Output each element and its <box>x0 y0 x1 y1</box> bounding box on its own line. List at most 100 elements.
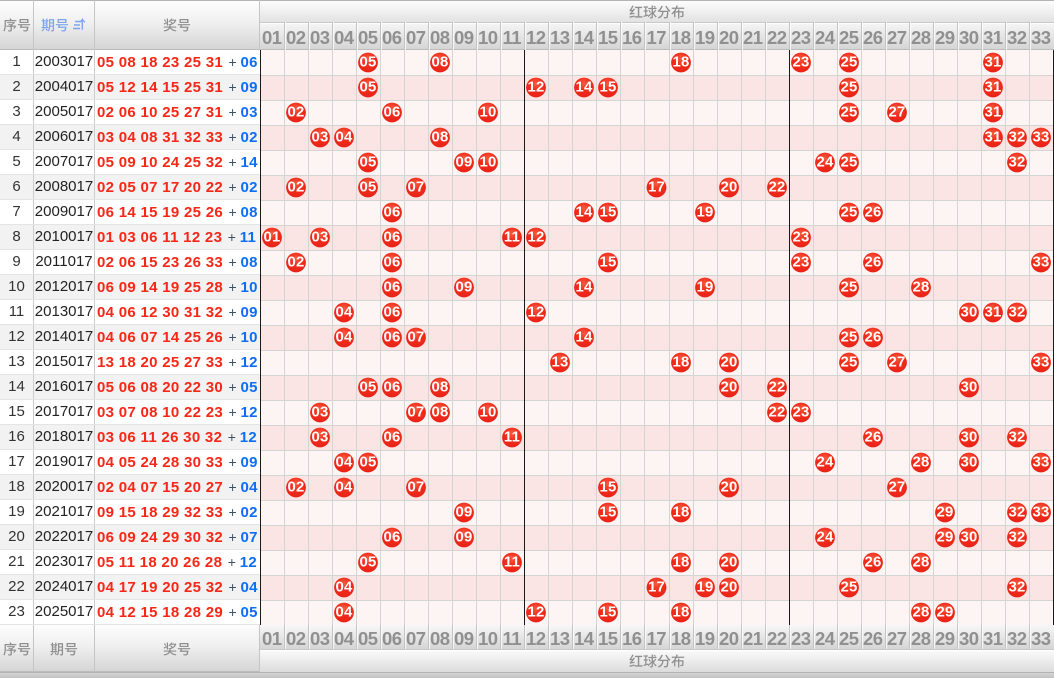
svg-text:05: 05 <box>360 180 377 196</box>
svg-text:19: 19 <box>697 205 714 221</box>
svg-text:08: 08 <box>432 55 449 71</box>
svg-text:32: 32 <box>1009 305 1026 321</box>
svg-text:02: 02 <box>288 255 305 271</box>
svg-text:22: 22 <box>769 380 786 396</box>
svg-text:04: 04 <box>336 330 353 346</box>
svg-text:25: 25 <box>841 105 858 121</box>
svg-text:29: 29 <box>937 605 954 621</box>
svg-text:07: 07 <box>408 480 425 496</box>
svg-text:31: 31 <box>985 130 1002 146</box>
svg-text:30: 30 <box>961 305 978 321</box>
svg-text:23: 23 <box>793 405 810 421</box>
svg-text:23: 23 <box>793 255 810 271</box>
svg-text:20: 20 <box>721 480 738 496</box>
svg-text:05: 05 <box>360 155 377 171</box>
svg-text:22: 22 <box>769 405 786 421</box>
svg-text:12: 12 <box>528 605 545 621</box>
svg-text:05: 05 <box>360 55 377 71</box>
svg-text:08: 08 <box>432 380 449 396</box>
svg-text:09: 09 <box>456 505 473 521</box>
svg-text:10: 10 <box>480 105 497 121</box>
svg-text:17: 17 <box>648 180 665 196</box>
svg-text:30: 30 <box>961 380 978 396</box>
svg-text:25: 25 <box>841 355 858 371</box>
svg-text:06: 06 <box>384 330 401 346</box>
svg-text:31: 31 <box>985 55 1002 71</box>
svg-text:25: 25 <box>841 155 858 171</box>
svg-text:18: 18 <box>673 355 690 371</box>
svg-text:04: 04 <box>336 605 353 621</box>
svg-text:29: 29 <box>937 505 954 521</box>
svg-text:29: 29 <box>937 530 954 546</box>
svg-text:25: 25 <box>841 205 858 221</box>
svg-text:25: 25 <box>841 280 858 296</box>
svg-text:02: 02 <box>288 105 305 121</box>
svg-text:20: 20 <box>721 180 738 196</box>
svg-text:08: 08 <box>432 130 449 146</box>
svg-text:23: 23 <box>793 55 810 71</box>
svg-text:03: 03 <box>312 430 329 446</box>
svg-text:04: 04 <box>336 480 353 496</box>
svg-text:19: 19 <box>697 280 714 296</box>
svg-text:32: 32 <box>1009 530 1026 546</box>
svg-text:24: 24 <box>817 155 834 171</box>
svg-text:22: 22 <box>769 180 786 196</box>
svg-text:05: 05 <box>360 80 377 96</box>
svg-text:18: 18 <box>673 505 690 521</box>
svg-text:33: 33 <box>1033 355 1050 371</box>
svg-text:27: 27 <box>889 355 906 371</box>
svg-text:26: 26 <box>865 205 882 221</box>
svg-text:30: 30 <box>961 430 978 446</box>
svg-text:07: 07 <box>408 180 425 196</box>
svg-text:25: 25 <box>841 55 858 71</box>
svg-text:31: 31 <box>985 80 1002 96</box>
svg-text:32: 32 <box>1009 430 1026 446</box>
svg-text:25: 25 <box>841 330 858 346</box>
svg-text:14: 14 <box>576 205 593 221</box>
svg-text:05: 05 <box>360 555 377 571</box>
svg-text:06: 06 <box>384 280 401 296</box>
svg-text:15: 15 <box>600 255 617 271</box>
svg-text:15: 15 <box>600 80 617 96</box>
svg-text:06: 06 <box>384 205 401 221</box>
svg-text:20: 20 <box>721 580 738 596</box>
svg-text:04: 04 <box>336 455 353 471</box>
svg-text:24: 24 <box>817 530 834 546</box>
svg-text:10: 10 <box>480 405 497 421</box>
svg-text:06: 06 <box>384 305 401 321</box>
svg-text:33: 33 <box>1033 255 1050 271</box>
svg-text:09: 09 <box>456 155 473 171</box>
svg-text:28: 28 <box>913 555 930 571</box>
svg-text:12: 12 <box>528 80 545 96</box>
svg-text:03: 03 <box>312 405 329 421</box>
svg-text:12: 12 <box>528 230 545 246</box>
svg-text:12: 12 <box>528 305 545 321</box>
svg-text:31: 31 <box>985 305 1002 321</box>
svg-text:15: 15 <box>600 480 617 496</box>
svg-text:31: 31 <box>985 105 1002 121</box>
svg-text:27: 27 <box>889 480 906 496</box>
svg-text:07: 07 <box>408 330 425 346</box>
svg-text:11: 11 <box>504 230 520 246</box>
svg-text:26: 26 <box>865 555 882 571</box>
svg-text:15: 15 <box>600 505 617 521</box>
svg-text:20: 20 <box>721 355 738 371</box>
svg-text:20: 20 <box>721 555 738 571</box>
svg-text:09: 09 <box>456 280 473 296</box>
svg-text:02: 02 <box>288 180 305 196</box>
svg-text:26: 26 <box>865 330 882 346</box>
svg-text:03: 03 <box>312 130 329 146</box>
svg-text:15: 15 <box>600 605 617 621</box>
svg-text:09: 09 <box>456 530 473 546</box>
svg-text:14: 14 <box>576 280 593 296</box>
svg-text:25: 25 <box>841 80 858 96</box>
svg-text:14: 14 <box>576 80 593 96</box>
svg-text:18: 18 <box>673 605 690 621</box>
svg-text:06: 06 <box>384 430 401 446</box>
svg-text:04: 04 <box>336 130 353 146</box>
svg-text:11: 11 <box>504 555 520 571</box>
svg-text:04: 04 <box>336 580 353 596</box>
svg-text:30: 30 <box>961 530 978 546</box>
svg-text:05: 05 <box>360 455 377 471</box>
svg-text:28: 28 <box>913 455 930 471</box>
